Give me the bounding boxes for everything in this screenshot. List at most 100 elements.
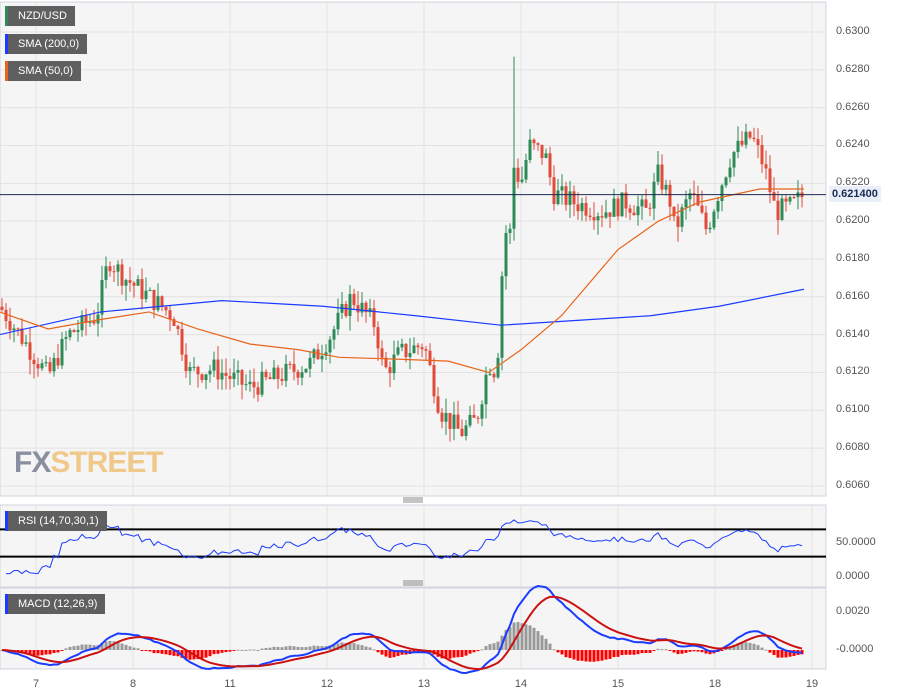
candle bbox=[688, 188, 692, 212]
candle bbox=[140, 268, 144, 310]
macd-bar bbox=[120, 643, 124, 650]
candle bbox=[360, 292, 364, 317]
candle bbox=[512, 56, 516, 241]
candle bbox=[352, 288, 356, 310]
macd-bar bbox=[692, 650, 696, 652]
candle bbox=[400, 338, 404, 352]
x-tick: 8 bbox=[129, 678, 137, 690]
macd-bar bbox=[244, 649, 248, 651]
macd-bar bbox=[300, 647, 304, 650]
panel-1 bbox=[0, 504, 827, 588]
candle bbox=[668, 180, 672, 221]
legend-sma200[interactable]: SMA (200,0) bbox=[5, 34, 88, 54]
macd-bar bbox=[744, 642, 748, 650]
macd-bar bbox=[448, 650, 452, 659]
logo-fx: FX bbox=[14, 446, 51, 479]
candle bbox=[328, 336, 332, 364]
macd-bar bbox=[92, 645, 96, 650]
macd-bar bbox=[568, 650, 572, 659]
macd-bar bbox=[220, 650, 224, 653]
macd-bar bbox=[572, 650, 576, 660]
candle bbox=[164, 305, 168, 316]
candle bbox=[388, 361, 392, 388]
macd-bar bbox=[596, 650, 600, 662]
macd-bar bbox=[316, 645, 320, 650]
macd-bar bbox=[368, 647, 372, 650]
candle bbox=[596, 212, 600, 235]
macd-y-tick: 0.0020 bbox=[836, 605, 870, 617]
candle bbox=[228, 368, 232, 390]
candle bbox=[488, 368, 492, 376]
candle bbox=[412, 337, 416, 354]
legend-macd[interactable]: MACD (12,26,9) bbox=[5, 594, 106, 614]
candle bbox=[104, 256, 108, 289]
macd-bar bbox=[556, 650, 560, 653]
macd-bar bbox=[768, 650, 772, 653]
x-tick: 18 bbox=[708, 678, 722, 690]
macd-bar bbox=[332, 644, 336, 650]
candle bbox=[744, 123, 748, 149]
y-tick: 0.6200 bbox=[836, 214, 870, 227]
candle bbox=[268, 372, 272, 380]
candle bbox=[188, 361, 192, 386]
y-tick: 0.6300 bbox=[836, 25, 870, 37]
candle bbox=[480, 400, 484, 427]
candle bbox=[240, 368, 244, 400]
legend-sma50[interactable]: SMA (50,0) bbox=[5, 61, 82, 81]
candle bbox=[552, 165, 556, 211]
candle bbox=[520, 166, 524, 184]
candle bbox=[448, 412, 452, 442]
x-tick: 13 bbox=[417, 678, 431, 690]
y-tick: 0.6160 bbox=[836, 289, 870, 302]
macd-bar bbox=[472, 650, 476, 653]
candle bbox=[376, 321, 380, 361]
macd-bar bbox=[360, 645, 364, 650]
macd-bar bbox=[520, 623, 524, 650]
macd-bar bbox=[660, 649, 664, 651]
y-tick: 0.6140 bbox=[836, 327, 870, 340]
candle bbox=[784, 194, 788, 212]
y-tick: 0.6100 bbox=[836, 403, 870, 416]
candle bbox=[580, 197, 584, 221]
macd-bar bbox=[68, 646, 72, 650]
candle bbox=[212, 351, 216, 378]
macd-bar bbox=[72, 646, 76, 650]
candle bbox=[344, 300, 348, 319]
macd-bar bbox=[160, 650, 164, 654]
candle bbox=[728, 158, 732, 183]
candles bbox=[0, 56, 804, 442]
candle bbox=[680, 204, 684, 233]
macd-bar bbox=[592, 650, 596, 662]
candle bbox=[420, 343, 424, 358]
candle bbox=[56, 343, 60, 370]
legend-rsi[interactable]: RSI (14,70,30,1) bbox=[5, 511, 107, 531]
macd-bar bbox=[632, 650, 636, 655]
candle bbox=[736, 126, 740, 159]
macd-bar bbox=[676, 650, 680, 655]
macd-bar bbox=[440, 650, 444, 659]
macd-bar bbox=[188, 650, 192, 660]
candle bbox=[92, 310, 96, 326]
sma200-line bbox=[0, 288, 805, 336]
macd-bar bbox=[776, 650, 780, 658]
candle bbox=[4, 303, 8, 329]
candle bbox=[492, 371, 496, 383]
candle bbox=[272, 359, 276, 380]
rsi-y-tick: 50.0000 bbox=[836, 536, 876, 548]
macd-bar bbox=[540, 635, 544, 650]
legend-pair[interactable]: NZD/USD bbox=[5, 6, 75, 26]
candle bbox=[644, 188, 648, 209]
candle bbox=[640, 194, 644, 220]
macd-bar bbox=[696, 650, 700, 652]
macd-bar bbox=[280, 647, 284, 650]
macd-bar bbox=[156, 650, 160, 654]
macd-bar bbox=[584, 650, 588, 662]
macd-bar bbox=[196, 650, 200, 660]
candle bbox=[604, 199, 608, 219]
candle bbox=[380, 340, 384, 366]
macd-bar bbox=[132, 647, 136, 650]
macd-bar bbox=[304, 647, 308, 650]
candle bbox=[244, 374, 248, 391]
candle bbox=[556, 178, 560, 206]
macd-bar bbox=[600, 650, 604, 661]
